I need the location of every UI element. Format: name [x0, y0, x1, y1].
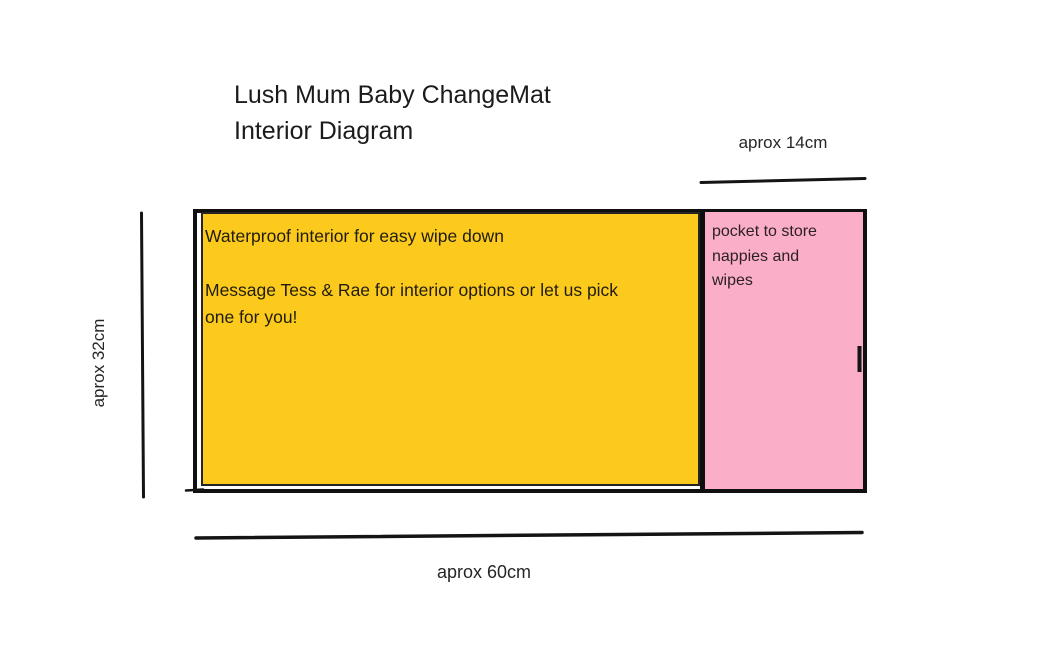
mat-text-line: Waterproof interior for easy wipe down	[205, 226, 504, 246]
page-title-line-1: Lush Mum Baby ChangeMat	[234, 81, 551, 109]
pocket-text-line: wipes	[712, 272, 753, 289]
dimension-line-mat-width	[194, 530, 864, 540]
page-title-line-2: Interior Diagram	[234, 117, 414, 145]
pocket-region-text: pocket to store nappies and wipes	[712, 220, 858, 294]
mat-region-text: Waterproof interior for easy wipe down M…	[205, 223, 693, 331]
pocket-region	[700, 212, 863, 489]
dimension-label-pocket-width: aprox 14cm	[738, 133, 828, 152]
page-title: Lush Mum Baby ChangeMat Interior Diagram	[234, 77, 551, 149]
mat-text-line: one for you!	[205, 307, 298, 327]
dimension-line-pocket-width	[699, 177, 867, 184]
pocket-text-line: nappies and	[712, 247, 800, 265]
dimension-label-mat-width: aprox 60cm	[437, 562, 532, 582]
dimension-label-mat-height: aprox 32cm	[89, 318, 108, 408]
mat-text-spacer	[205, 250, 693, 277]
pocket-text-line: pocket to store	[712, 223, 817, 240]
dimension-line-mat-height	[140, 211, 145, 499]
mat-text-line: Message Tess & Rae for interior options …	[205, 280, 619, 300]
mat-region	[201, 212, 700, 486]
